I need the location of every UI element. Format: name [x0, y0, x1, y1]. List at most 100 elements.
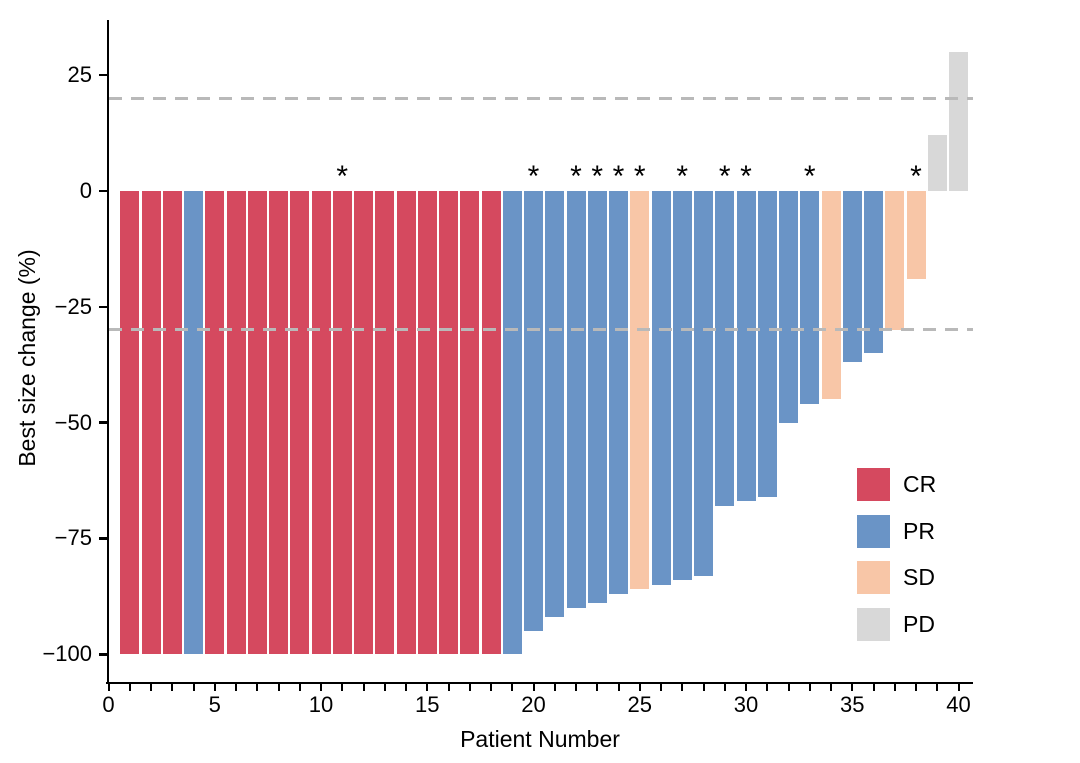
- bar-patient-40: [949, 52, 968, 191]
- x-tick-17: [468, 684, 471, 691]
- bar-patient-11: [332, 191, 352, 655]
- y-tick--100: [99, 653, 107, 656]
- x-tick-label-15: 15: [415, 692, 440, 717]
- x-tick-7: [256, 684, 259, 691]
- bar-patient-34: [821, 191, 841, 400]
- asterisk-patient-27: *: [676, 160, 689, 193]
- bar-patient-6: [226, 191, 246, 655]
- bar-patient-18: [481, 191, 501, 655]
- bar-patient-20: [524, 191, 543, 632]
- dashed-reference-line-minus30: [109, 328, 973, 332]
- y-tick-label--75: −75: [54, 525, 92, 551]
- x-tick-36: [872, 684, 875, 691]
- legend-swatch-SD: [857, 561, 890, 594]
- x-tick-12: [362, 684, 365, 691]
- asterisk-patient-29: *: [718, 160, 731, 193]
- legend-item-PR: PR: [857, 514, 935, 548]
- x-tick-40: [957, 684, 960, 691]
- asterisk-patient-38: *: [910, 160, 922, 193]
- x-tick-label-10: 10: [308, 692, 334, 717]
- x-tick-10: [320, 684, 322, 691]
- x-tick-label-20: 20: [521, 692, 546, 717]
- x-tick-4: [192, 684, 195, 691]
- legend-label-SD: SD: [903, 564, 935, 590]
- x-tick-35: [851, 684, 854, 691]
- x-tick-25: [638, 684, 641, 691]
- y-tick-0: [99, 189, 107, 193]
- bar-patient-29: [715, 191, 735, 507]
- legend-label-PR: PR: [903, 517, 935, 544]
- x-axis-title: Patient Number: [460, 726, 620, 752]
- bar-patient-14: [396, 191, 416, 655]
- y-axis-line: [106, 20, 109, 684]
- x-tick-label-0: 0: [102, 692, 115, 717]
- y-tick-25: [99, 73, 107, 77]
- y-tick-label--100: −100: [42, 641, 92, 667]
- asterisk-patient-22: *: [570, 160, 582, 193]
- x-tick-label-5: 5: [208, 692, 221, 717]
- bar-patient-27: [672, 191, 692, 581]
- asterisk-patient-25: *: [633, 160, 646, 193]
- x-tick-26: [660, 684, 662, 691]
- y-tick--75: [99, 537, 107, 540]
- bar-patient-13: [375, 191, 395, 655]
- bar-patient-32: [779, 191, 798, 423]
- asterisk-patient-24: *: [612, 160, 625, 193]
- x-tick-27: [681, 684, 684, 691]
- bar-patient-26: [651, 191, 671, 585]
- x-tick-23: [596, 684, 599, 691]
- y-tick-label--50: −50: [54, 409, 92, 435]
- x-tick-38: [915, 684, 917, 691]
- x-axis-line: [106, 681, 973, 684]
- x-tick-3: [171, 684, 174, 691]
- x-tick-8: [277, 684, 280, 691]
- bar-patient-28: [694, 191, 713, 576]
- x-tick-20: [532, 684, 535, 691]
- x-tick-14: [405, 684, 407, 691]
- bar-patient-4: [184, 191, 203, 655]
- bar-patient-35: [842, 191, 862, 363]
- legend-swatch-PD: [857, 607, 890, 641]
- legend-item-CR: CR: [857, 468, 936, 501]
- bar-patient-10: [311, 191, 331, 655]
- bar-patient-8: [269, 191, 288, 655]
- x-tick-21: [553, 684, 556, 691]
- legend-swatch-PR: [857, 514, 890, 548]
- dashed-reference-line-plus20: [109, 96, 973, 100]
- x-tick-19: [511, 684, 514, 691]
- asterisk-patient-20: *: [527, 160, 540, 193]
- x-tick-32: [787, 684, 790, 691]
- bar-patient-19: [502, 191, 522, 655]
- x-tick-37: [893, 684, 896, 691]
- x-tick-9: [298, 684, 301, 691]
- x-tick-label-30: 30: [733, 692, 759, 717]
- bar-patient-12: [354, 191, 373, 655]
- bar-patient-25: [630, 191, 650, 590]
- bar-patient-38: [906, 191, 926, 280]
- asterisk-patient-11: *: [336, 160, 349, 193]
- y-axis-title: Best size change (%): [14, 249, 40, 467]
- asterisk-patient-33: *: [803, 160, 816, 193]
- bar-patient-1: [120, 191, 140, 655]
- bar-patient-23: [587, 191, 607, 604]
- bar-patient-17: [460, 191, 480, 655]
- legend-label-CR: CR: [903, 471, 937, 497]
- x-tick-22: [575, 684, 577, 691]
- bar-patient-5: [205, 191, 225, 655]
- bar-patient-15: [417, 191, 437, 655]
- x-tick-16: [447, 684, 450, 691]
- bar-patient-2: [141, 191, 161, 655]
- asterisk-patient-23: *: [591, 160, 604, 193]
- x-tick-24: [617, 684, 620, 691]
- x-tick-31: [766, 684, 769, 691]
- x-tick-29: [723, 684, 726, 691]
- y-tick-label--25: −25: [54, 293, 92, 319]
- bar-patient-24: [609, 191, 628, 595]
- bar-patient-9: [290, 191, 310, 655]
- y-tick--50: [99, 421, 107, 424]
- x-tick-34: [830, 684, 832, 691]
- bar-patient-21: [545, 191, 565, 618]
- x-tick-1: [128, 684, 131, 691]
- x-tick-28: [702, 684, 705, 691]
- x-tick-0: [107, 684, 110, 691]
